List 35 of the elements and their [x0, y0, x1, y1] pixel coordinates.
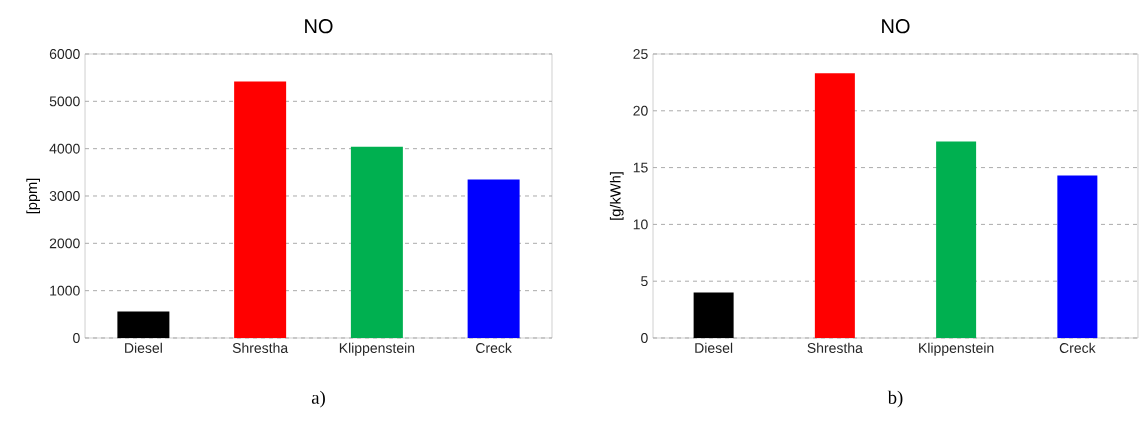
x-tick-label: Diesel [125, 342, 162, 353]
bar [234, 81, 287, 338]
x-tick-label: Shrestha [232, 342, 289, 353]
x-tick-label: Creck [476, 342, 512, 353]
y-tick-label: 4000 [49, 143, 80, 154]
x-tick-label: Creck [1059, 342, 1096, 353]
y-tick-label: 6000 [49, 49, 80, 59]
y-tick-label: 0 [73, 333, 80, 343]
bar [1057, 175, 1098, 338]
chart-title: NO [882, 19, 910, 34]
y-tick-label: 15 [633, 162, 648, 173]
x-tick-label: Klippenstein [919, 342, 994, 356]
x-tick-label: Klippenstein [339, 342, 415, 356]
bar [693, 292, 734, 338]
bar [117, 311, 170, 338]
y-tick-label: 10 [633, 219, 648, 230]
y-tick-label: 5000 [49, 96, 80, 107]
x-tick-label: Shrestha [807, 342, 863, 353]
bar [936, 141, 977, 338]
chart-title: NO [305, 19, 333, 34]
y-axis-title: [g/kWh] [609, 172, 624, 220]
text: b) [887, 390, 903, 408]
y-tick-label: 25 [633, 49, 648, 59]
y-tick-label: 3000 [49, 191, 80, 201]
y-tick-label: 5 [641, 276, 648, 287]
text: a) [311, 390, 325, 408]
y-tick-label: 0 [641, 333, 648, 343]
y-tick-label: 20 [633, 105, 648, 116]
bar [350, 146, 403, 338]
bar [814, 73, 855, 338]
y-axis-title: [ppm] [26, 178, 40, 214]
y-tick-label: 2000 [49, 238, 80, 249]
bar [467, 179, 520, 338]
x-tick-label: Diesel [695, 342, 733, 353]
y-tick-label: 1000 [50, 285, 80, 296]
